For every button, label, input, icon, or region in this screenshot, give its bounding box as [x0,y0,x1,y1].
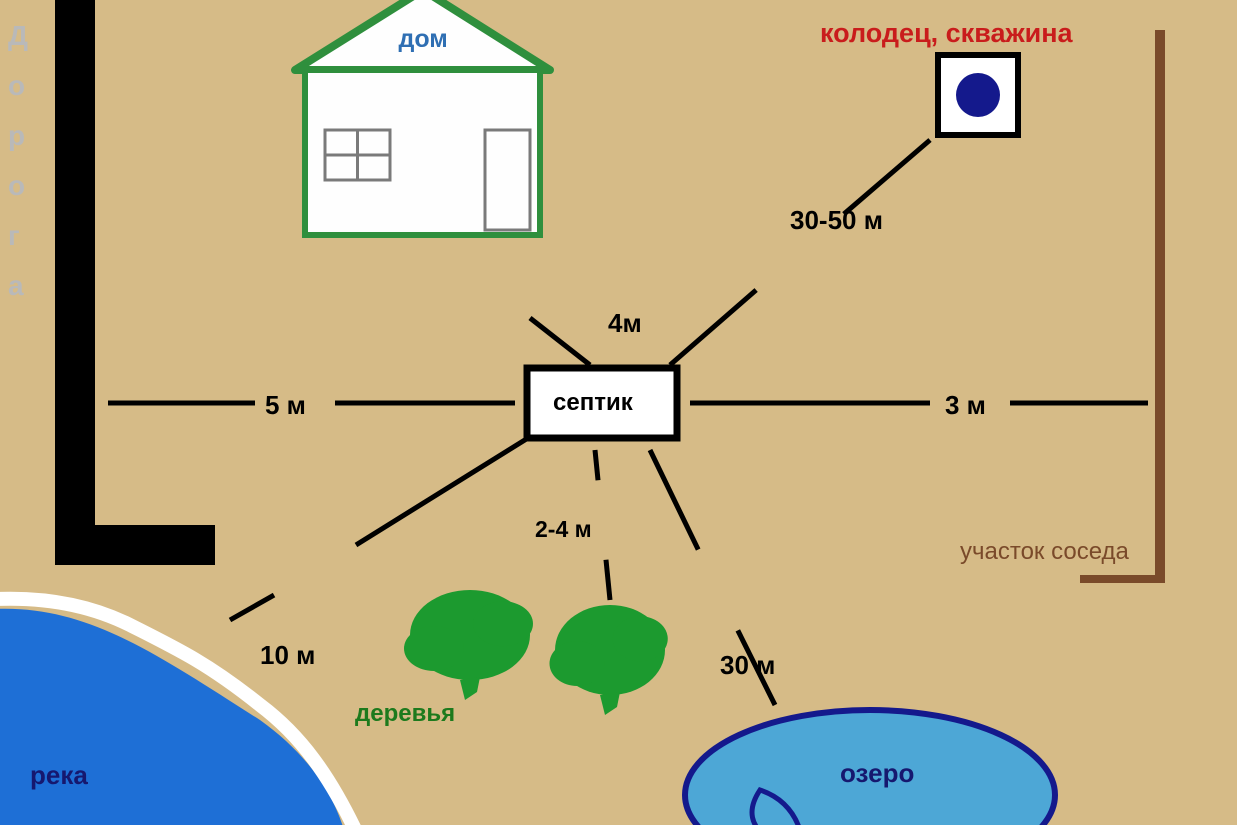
well-title: колодец, скважина [820,18,1073,49]
dim-label: 10 м [260,640,315,671]
trees-label: деревья [355,700,455,728]
lake-label: озеро [840,758,914,789]
dim-label: 3 м [945,390,986,421]
road-label-letter: а [8,270,24,302]
septic-label: септик [553,389,633,417]
dim-label: 5 м [265,390,306,421]
road-label-letter: г [8,220,20,252]
road-label-letter: Д [8,20,28,52]
road-label-letter: о [8,70,25,102]
fence-label: участок соседа [960,538,1129,566]
road-horizontal [55,525,215,565]
river-label: река [30,760,88,791]
road-label-letter: р [8,120,25,152]
dim-label: 4м [608,308,642,339]
dim-label: 2-4 м [535,516,592,543]
house-label: дом [399,25,448,54]
fence-horizontal [1080,575,1165,583]
dim-label: 30-50 м [790,205,883,236]
road-label-letter: о [8,170,25,202]
fence-vertical [1155,30,1165,580]
road-vertical [55,0,95,560]
diagram-canvas: Дорогаучасток соседарекаозеродеревьядомк… [0,0,1237,825]
dim-label: 30 м [720,650,775,681]
